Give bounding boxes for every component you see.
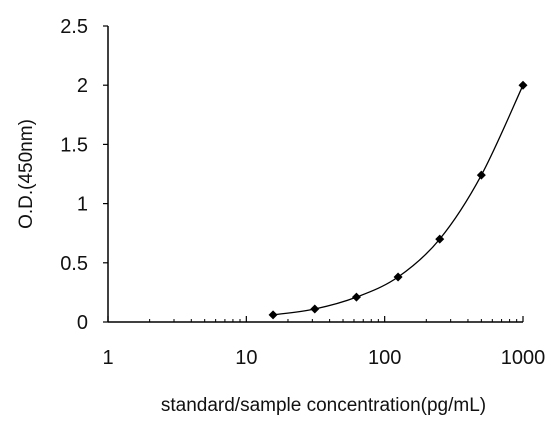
axes [107, 26, 523, 323]
data-point-marker [518, 80, 528, 90]
data-point-marker [476, 170, 486, 180]
y-tick-label: 1 [77, 194, 88, 216]
x-axis-title: standard/sample concentration(pg/mL) [161, 395, 486, 416]
data-point-marker [435, 234, 445, 244]
y-tick-label: 1.5 [60, 134, 88, 156]
x-tick-label: 1000 [501, 347, 546, 369]
data-point-marker [268, 310, 278, 320]
y-tick-label: 0 [77, 312, 88, 334]
x-tick-label: 10 [235, 347, 257, 369]
y-tick-label: 0.5 [60, 253, 88, 275]
y-ticks: 0 0.5 1 1.5 2 2.5 [60, 16, 108, 334]
data-point-marker [393, 272, 403, 282]
y-axis-title: O.D.(450nm) [16, 119, 37, 229]
x-ticks: 1 10 100 1000 [102, 316, 545, 369]
plot-area [268, 80, 528, 320]
data-point-marker [310, 304, 320, 314]
y-tick-label: 2.5 [60, 16, 88, 38]
data-point-marker [351, 292, 361, 302]
x-tick-label: 100 [368, 347, 401, 369]
x-tick-label: 1 [102, 347, 113, 369]
y-tick-label: 2 [77, 75, 88, 97]
